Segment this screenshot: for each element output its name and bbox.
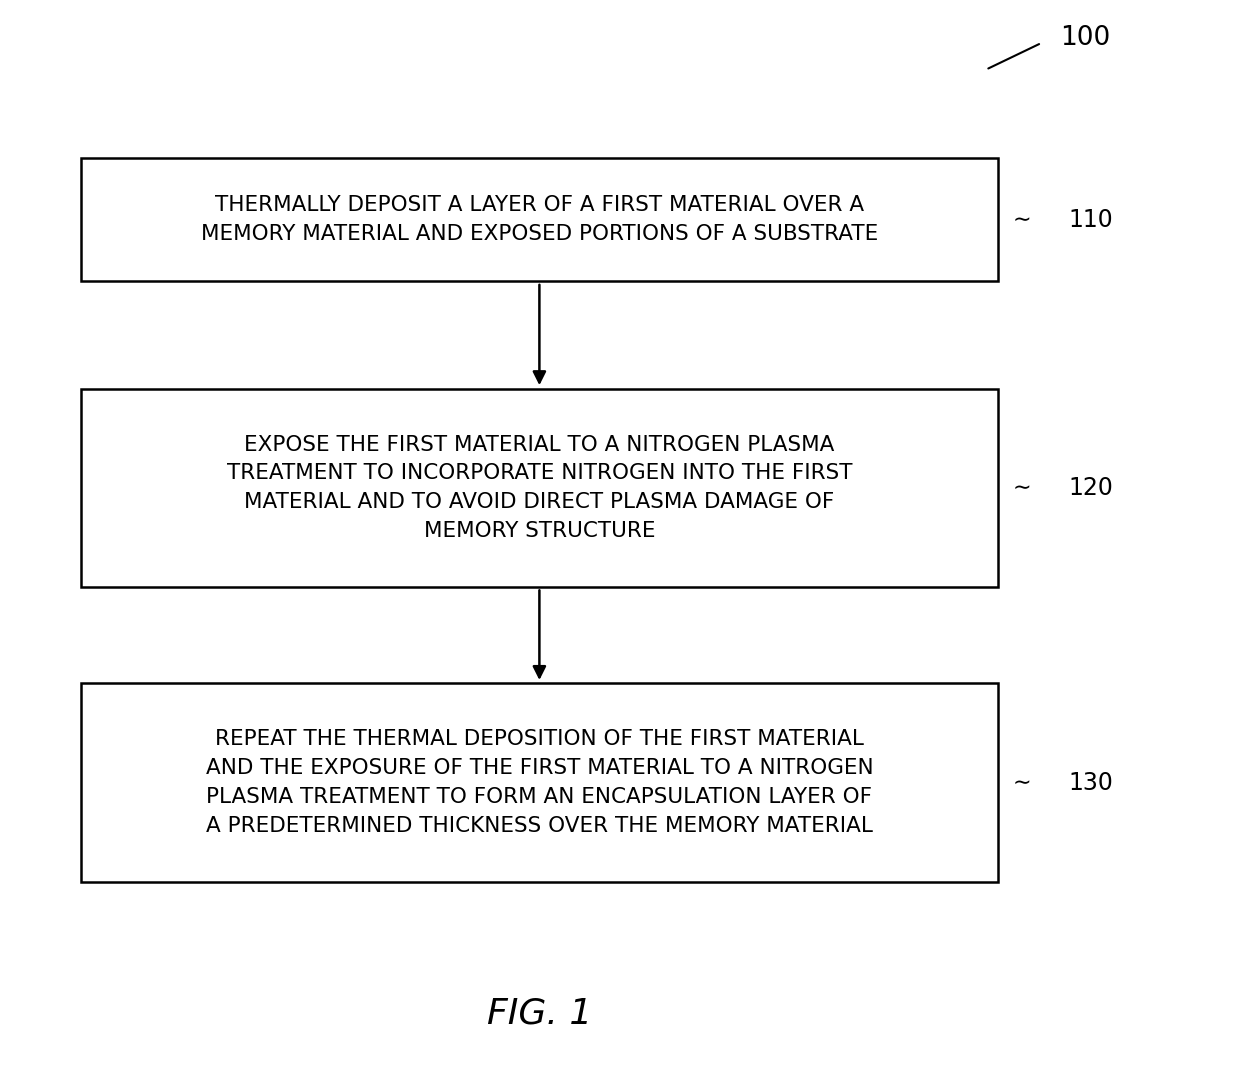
Text: THERMALLY DEPOSIT A LAYER OF A FIRST MATERIAL OVER A
MEMORY MATERIAL AND EXPOSED: THERMALLY DEPOSIT A LAYER OF A FIRST MAT… [201,195,878,244]
Text: ∼: ∼ [1013,773,1032,792]
Text: 100: 100 [1060,25,1111,50]
FancyBboxPatch shape [81,684,998,881]
Text: 120: 120 [1069,476,1114,500]
Text: 130: 130 [1069,771,1114,794]
Text: ∼: ∼ [1013,478,1032,497]
Text: EXPOSE THE FIRST MATERIAL TO A NITROGEN PLASMA
TREATMENT TO INCORPORATE NITROGEN: EXPOSE THE FIRST MATERIAL TO A NITROGEN … [227,434,852,541]
Text: REPEAT THE THERMAL DEPOSITION OF THE FIRST MATERIAL
AND THE EXPOSURE OF THE FIRS: REPEAT THE THERMAL DEPOSITION OF THE FIR… [206,729,873,836]
Text: ∼: ∼ [1013,210,1032,229]
FancyBboxPatch shape [81,159,998,281]
Text: 110: 110 [1069,208,1114,232]
FancyBboxPatch shape [81,389,998,587]
Text: FIG. 1: FIG. 1 [487,996,591,1030]
